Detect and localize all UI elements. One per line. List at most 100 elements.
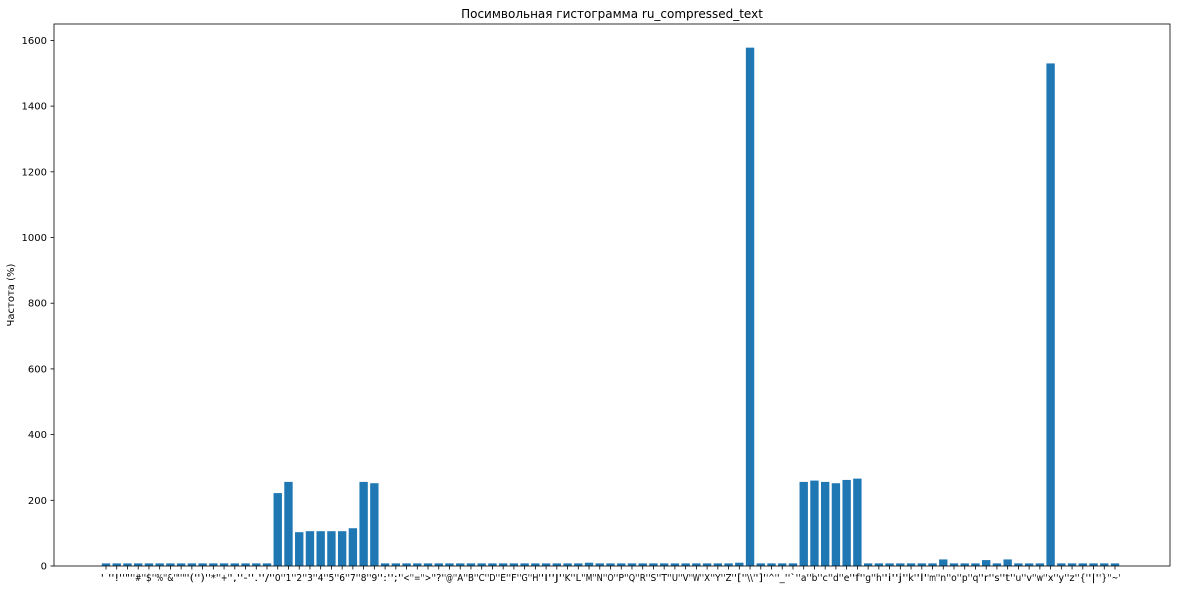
x-tick-label: '0' bbox=[272, 573, 283, 584]
bar bbox=[166, 563, 175, 566]
bar bbox=[756, 563, 765, 566]
bar bbox=[767, 563, 776, 566]
bar bbox=[1110, 563, 1120, 566]
bar bbox=[348, 528, 358, 566]
x-tick-label: 'h' bbox=[873, 573, 884, 584]
bar bbox=[466, 563, 476, 566]
x-tick-label: '8' bbox=[358, 573, 369, 584]
bar bbox=[219, 563, 229, 566]
y-tick-label: 200 bbox=[28, 496, 47, 507]
x-tick-label: '-' bbox=[240, 573, 251, 584]
bar bbox=[563, 563, 572, 566]
x-tick-label: '!' bbox=[111, 573, 122, 584]
bar bbox=[960, 563, 969, 566]
x-tick-label: '`' bbox=[788, 572, 799, 584]
x-tick-label: 's' bbox=[992, 573, 1003, 584]
x-tick-label: 't' bbox=[1002, 573, 1013, 584]
bar bbox=[971, 563, 980, 566]
bar bbox=[939, 559, 948, 566]
bar bbox=[1057, 563, 1066, 566]
bar bbox=[295, 532, 304, 566]
bars-layer bbox=[101, 47, 1120, 567]
bar bbox=[359, 481, 368, 566]
bar bbox=[144, 563, 154, 566]
bar bbox=[810, 480, 819, 566]
bar bbox=[853, 478, 862, 566]
x-tick-label: "'" bbox=[176, 573, 187, 584]
x-tick-label: '[' bbox=[734, 573, 745, 584]
x-tick-label: 'P' bbox=[616, 573, 627, 584]
bar bbox=[820, 481, 830, 566]
x-tick-label: '"' bbox=[122, 573, 133, 584]
bar bbox=[1035, 563, 1045, 566]
bar bbox=[1078, 563, 1087, 566]
bar bbox=[745, 47, 755, 566]
bar bbox=[423, 563, 433, 566]
x-tick-label: 'O' bbox=[605, 573, 616, 584]
bar bbox=[681, 563, 690, 566]
bar bbox=[595, 563, 604, 566]
y-tick-label: 0 bbox=[41, 562, 47, 573]
bar bbox=[1046, 63, 1055, 567]
bar bbox=[735, 562, 744, 566]
x-ticks-layer: ' ' '!' '"' '#' '$' '%' '&' "'" '(' ')' '*' '+' ',' '… bbox=[101, 566, 1121, 584]
bar bbox=[649, 563, 658, 566]
x-tick-label: 'E' bbox=[498, 573, 509, 584]
x-tick-label: '/' bbox=[262, 573, 273, 584]
x-tick-label: '&' bbox=[165, 573, 176, 584]
bar bbox=[370, 483, 379, 566]
x-tick-label: 'x' bbox=[1045, 573, 1056, 584]
bar bbox=[1024, 563, 1034, 566]
x-tick-label: 'i' bbox=[884, 573, 895, 584]
x-tick-label: '4' bbox=[315, 573, 326, 584]
x-tick-label: '1' bbox=[283, 573, 294, 584]
x-tick-label: '_' bbox=[777, 573, 788, 584]
bar bbox=[928, 563, 937, 566]
x-tick-label: 'J' bbox=[551, 573, 562, 584]
x-tick-label: 'C' bbox=[476, 573, 487, 584]
x-tick-label: 'v' bbox=[1024, 573, 1035, 584]
bar bbox=[638, 563, 647, 566]
x-tick-label: 'Z' bbox=[723, 573, 734, 584]
y-tick-label: 1200 bbox=[22, 167, 47, 178]
bar bbox=[778, 563, 787, 566]
bar bbox=[606, 563, 615, 566]
x-tick-label: ':' bbox=[380, 573, 391, 584]
bar bbox=[906, 563, 916, 566]
x-tick-label: '@' bbox=[444, 573, 455, 584]
bar bbox=[692, 563, 701, 566]
x-tick-label: 'g' bbox=[863, 573, 874, 584]
x-tick-label: '\\' bbox=[745, 573, 756, 584]
x-tick-label: 'j' bbox=[895, 573, 906, 584]
bar bbox=[885, 563, 894, 566]
bar bbox=[724, 563, 733, 566]
bar bbox=[101, 563, 111, 566]
bar bbox=[896, 563, 905, 566]
bar bbox=[670, 563, 680, 566]
x-tick-label: 'X' bbox=[702, 573, 713, 584]
x-tick-label: '$' bbox=[144, 573, 155, 584]
x-tick-label: ')' bbox=[197, 573, 208, 584]
bar bbox=[477, 563, 486, 566]
bar bbox=[552, 563, 562, 566]
bar bbox=[863, 563, 873, 566]
bar bbox=[305, 531, 315, 566]
x-tick-label: '2' bbox=[294, 573, 305, 584]
bar bbox=[327, 531, 336, 566]
x-tick-label: 'F' bbox=[509, 573, 520, 584]
x-tick-label: 'T' bbox=[659, 573, 670, 584]
bar bbox=[209, 563, 218, 566]
y-axis-label: Частота (%) bbox=[6, 263, 17, 326]
bar bbox=[230, 563, 239, 566]
bar bbox=[284, 481, 293, 566]
x-tick-label: '{' bbox=[1077, 573, 1088, 584]
x-tick-label: '6' bbox=[337, 573, 348, 584]
x-tick-label: 'Q' bbox=[627, 573, 638, 584]
x-tick-label: 'L' bbox=[573, 573, 584, 584]
x-tick-label: 'q' bbox=[970, 573, 981, 584]
x-tick-label: '7' bbox=[348, 573, 359, 584]
x-tick-label: '~' bbox=[1110, 573, 1121, 584]
x-tick-label: 'y' bbox=[1056, 573, 1067, 584]
plot-frame bbox=[53, 23, 1171, 567]
x-tick-label: '3' bbox=[305, 573, 316, 584]
